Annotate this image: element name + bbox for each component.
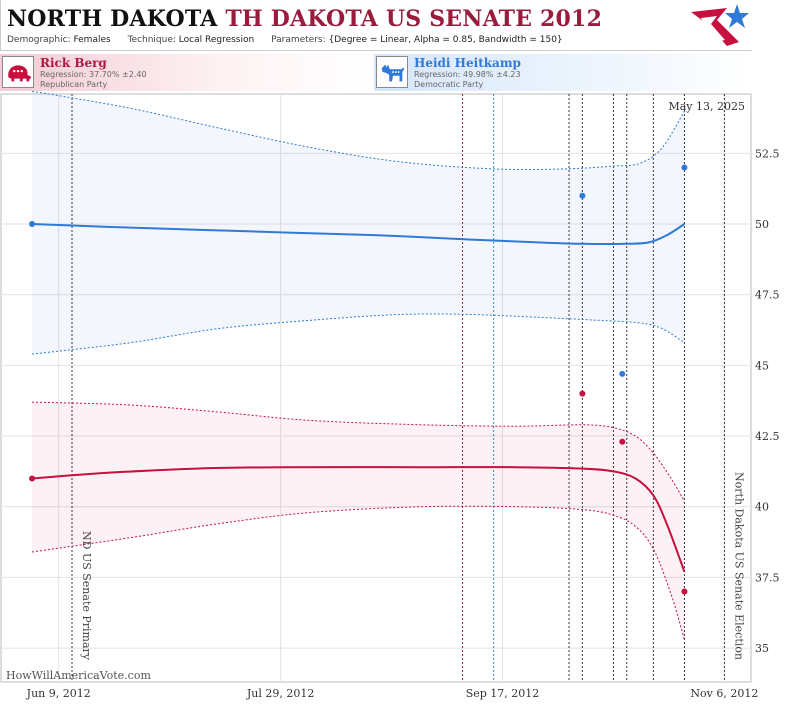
poll-point — [29, 221, 36, 228]
y-tick-label: 52.5 — [755, 147, 780, 160]
poll-point — [579, 192, 586, 199]
candidate-name: Heidi Heitkamp — [414, 56, 521, 70]
date-stamp: May 13, 2025 — [668, 100, 745, 113]
candidate-party: Democratic Party — [414, 80, 484, 89]
confidence-lower-line — [32, 505, 685, 640]
source-credit: HowWillAmericaVote.com — [6, 669, 151, 682]
parameters-line: Demographic: Females Technique: Local Re… — [7, 35, 563, 45]
poll-point — [579, 390, 586, 397]
candidate-regression: Regression: 37.70% ±2.40 — [40, 70, 147, 79]
y-tick-label: 50 — [755, 218, 769, 231]
poll-point — [619, 370, 626, 377]
x-tick-label: Nov 6, 2012 — [690, 687, 758, 700]
confidence-upper-line — [32, 90, 685, 171]
poll-point — [681, 588, 688, 595]
series-rick-berg — [29, 390, 688, 640]
parameters-label: Parameters: — [271, 35, 326, 45]
poll-point — [681, 164, 688, 171]
regression-line — [32, 466, 686, 573]
candidate-party: Republican Party — [40, 80, 108, 89]
y-tick-label: 35 — [755, 642, 769, 655]
democratic-donkey-icon — [376, 56, 408, 88]
regression-line — [32, 223, 685, 246]
candidate-rick-berg: Rick Berg Regression: 37.70% ±2.40 Repub… — [0, 54, 374, 91]
confidence-upper-line — [32, 401, 685, 502]
confidence-band — [32, 91, 685, 355]
site-logo-icon — [691, 4, 749, 46]
x-tick-label: Sep 17, 2012 — [466, 687, 540, 700]
y-tick-label: 40 — [755, 501, 769, 514]
event-label: ND US Senate Primary — [80, 531, 93, 661]
candidate-heidi-heitkamp: Heidi Heitkamp Regression: 49.98% ±4.23 … — [374, 54, 751, 91]
technique-label: Technique: — [127, 35, 176, 45]
x-tick-label: Jun 9, 2012 — [26, 687, 91, 700]
x-tick-label: Jul 29, 2012 — [246, 687, 315, 700]
confidence-lower-line — [32, 313, 685, 355]
poll-point — [619, 438, 626, 445]
y-tick-label: 37.5 — [755, 571, 780, 584]
plot-area — [0, 93, 752, 683]
republican-elephant-icon — [2, 56, 34, 88]
y-tick-label: 47.5 — [755, 289, 780, 302]
chart-header: NORTH DAKOTA TH DAKOTA US SENATE 2012 De… — [0, 0, 752, 51]
chart-title: NORTH DAKOTA TH DAKOTA US SENATE 2012 — [7, 6, 602, 32]
y-tick-label: 45 — [755, 359, 769, 372]
race-title: TH DAKOTA US SENATE 2012 — [225, 6, 603, 32]
candidate-regression: Regression: 49.98% ±4.23 — [414, 70, 521, 79]
technique-value: Local Regression — [178, 35, 255, 45]
candidate-name: Rick Berg — [40, 56, 107, 70]
confidence-band — [32, 402, 685, 640]
y-tick-label: 42.5 — [755, 430, 780, 443]
demographic-value: Females — [73, 35, 111, 45]
demographic-label: Demographic: — [7, 35, 71, 45]
series-heidi-heitkamp — [29, 90, 688, 377]
parameters-value: {Degree = Linear, Alpha = 0.85, Bandwidt… — [328, 35, 563, 45]
state-title: NORTH DAKOTA — [7, 6, 218, 32]
poll-point — [29, 475, 36, 482]
event-label: North Dakota US Senate Election — [732, 472, 745, 660]
